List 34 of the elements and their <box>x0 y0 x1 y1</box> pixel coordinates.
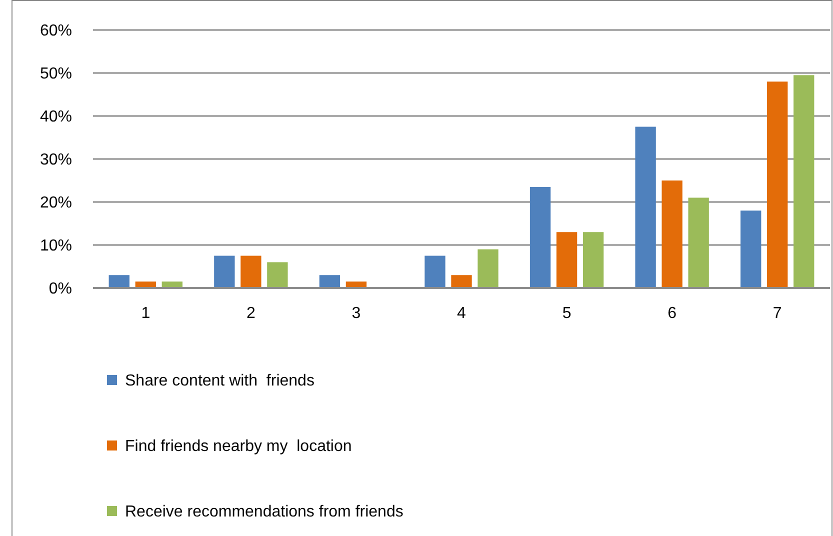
bar <box>688 198 709 288</box>
legend-label: Find friends nearby my location <box>125 438 352 456</box>
bar <box>451 275 472 288</box>
y-tick-label: 50% <box>40 66 72 83</box>
x-tick-label: 1 <box>141 305 150 322</box>
y-tick-label: 40% <box>40 108 72 126</box>
bar <box>424 256 446 288</box>
x-tick-label: 7 <box>772 305 782 322</box>
bar <box>767 82 788 288</box>
y-tick-label: 30% <box>40 152 72 169</box>
bar <box>214 256 235 288</box>
legend-label: Receive recommendations from friends <box>125 504 404 521</box>
bar <box>662 180 682 288</box>
bar <box>740 210 762 288</box>
bar <box>556 232 578 288</box>
bar <box>582 232 604 288</box>
bar <box>794 75 814 288</box>
bar <box>478 249 498 288</box>
bar <box>319 275 340 288</box>
x-tick-label: 4 <box>457 305 466 322</box>
x-tick-label: 2 <box>246 305 256 322</box>
y-tick-label: 20% <box>40 194 72 212</box>
legend-label: Share content with friends <box>125 372 314 390</box>
bar <box>530 186 551 288</box>
bar <box>240 256 262 288</box>
x-tick-label: 6 <box>668 305 677 322</box>
x-tick-label: 3 <box>352 305 361 322</box>
y-tick-label: 0% <box>48 280 72 298</box>
y-tick-label: 10% <box>40 238 72 255</box>
bar <box>635 126 656 288</box>
y-tick-label: 60% <box>40 22 72 40</box>
bar <box>267 262 288 288</box>
bar <box>108 275 130 288</box>
x-tick-label: 5 <box>562 305 572 322</box>
